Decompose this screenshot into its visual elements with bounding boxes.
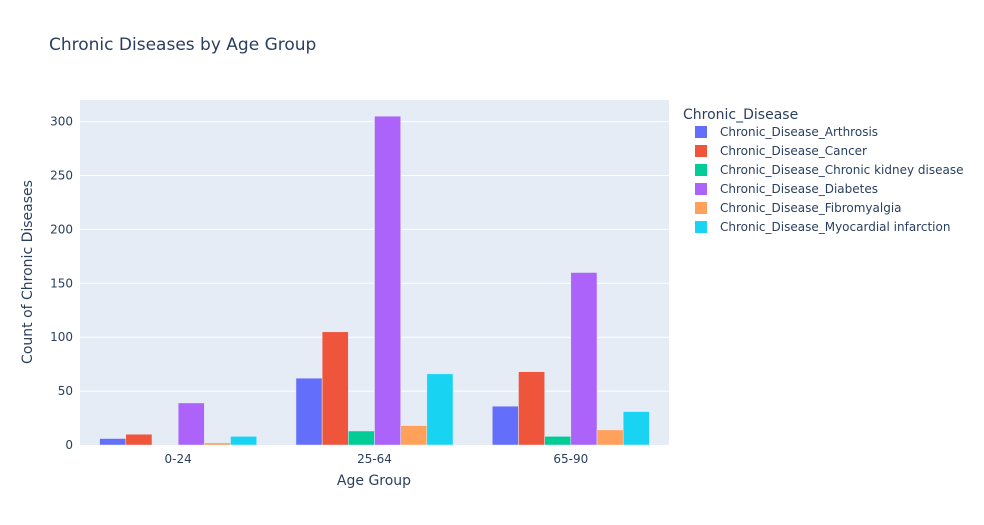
legend-item[interactable]: Chronic_Disease_Arthrosis xyxy=(720,125,878,139)
bar-0-24-1 xyxy=(125,433,153,446)
legend-swatch[interactable] xyxy=(695,221,707,233)
y-tick-label: 150 xyxy=(50,276,73,290)
y-ticks: 0 50 100 150 200 250 300 xyxy=(50,115,73,452)
legend-item[interactable]: Chronic_Disease_Fibromyalgia xyxy=(720,201,902,215)
bar-65-90-2 xyxy=(544,436,572,446)
bar-65-90-5 xyxy=(622,411,650,446)
y-axis-label: Count of Chronic Diseases xyxy=(20,180,36,364)
x-tick-label: 65-90 xyxy=(553,452,588,466)
y-tick-label: 300 xyxy=(50,115,73,129)
bar-0-24-0 xyxy=(99,438,127,446)
bar-25-64-3 xyxy=(374,115,401,446)
x-axis-label: Age Group xyxy=(337,473,411,489)
bar-0-24-5 xyxy=(230,436,257,446)
bar-25-64-1 xyxy=(321,331,349,446)
legend-item[interactable]: Chronic_Disease_Cancer xyxy=(720,144,867,158)
bar-65-90-3 xyxy=(570,272,598,446)
legend-item[interactable]: Chronic_Disease_Chronic kidney disease xyxy=(720,163,963,177)
legend-swatch[interactable] xyxy=(695,164,707,176)
bar-25-64-5 xyxy=(426,373,454,446)
y-tick-label: 250 xyxy=(50,168,73,182)
legend-swatch[interactable] xyxy=(695,145,707,157)
legend: Chronic_Disease Chronic_Disease_Arthrosi… xyxy=(683,107,963,234)
legend-item[interactable]: Chronic_Disease_Diabetes xyxy=(720,182,878,196)
x-tick-label: 25-64 xyxy=(357,452,392,466)
y-tick-label: 0 xyxy=(65,438,73,452)
legend-title: Chronic_Disease xyxy=(683,107,798,123)
x-tick-label: 0-24 xyxy=(165,452,192,466)
bar-25-64-0 xyxy=(295,377,323,446)
bar-65-90-0 xyxy=(492,405,519,446)
legend-swatch[interactable] xyxy=(695,183,707,195)
legend-item[interactable]: Chronic_Disease_Myocardial infarction xyxy=(720,220,950,234)
y-tick-label: 100 xyxy=(50,330,73,344)
y-tick-label: 50 xyxy=(58,384,73,398)
bar-65-90-1 xyxy=(518,371,545,446)
legend-swatch[interactable] xyxy=(695,126,707,138)
bars xyxy=(99,115,650,446)
bar-0-24-4 xyxy=(204,442,231,446)
chart-title: Chronic Diseases by Age Group xyxy=(49,35,316,55)
bar-25-64-4 xyxy=(400,425,428,446)
x-ticks: 0-24 25-64 65-90 xyxy=(165,452,589,466)
bar-0-24-3 xyxy=(177,402,205,446)
y-tick-label: 200 xyxy=(50,222,73,236)
bar-25-64-2 xyxy=(348,430,375,446)
bar-65-90-4 xyxy=(596,429,624,446)
legend-swatch[interactable] xyxy=(695,202,707,214)
